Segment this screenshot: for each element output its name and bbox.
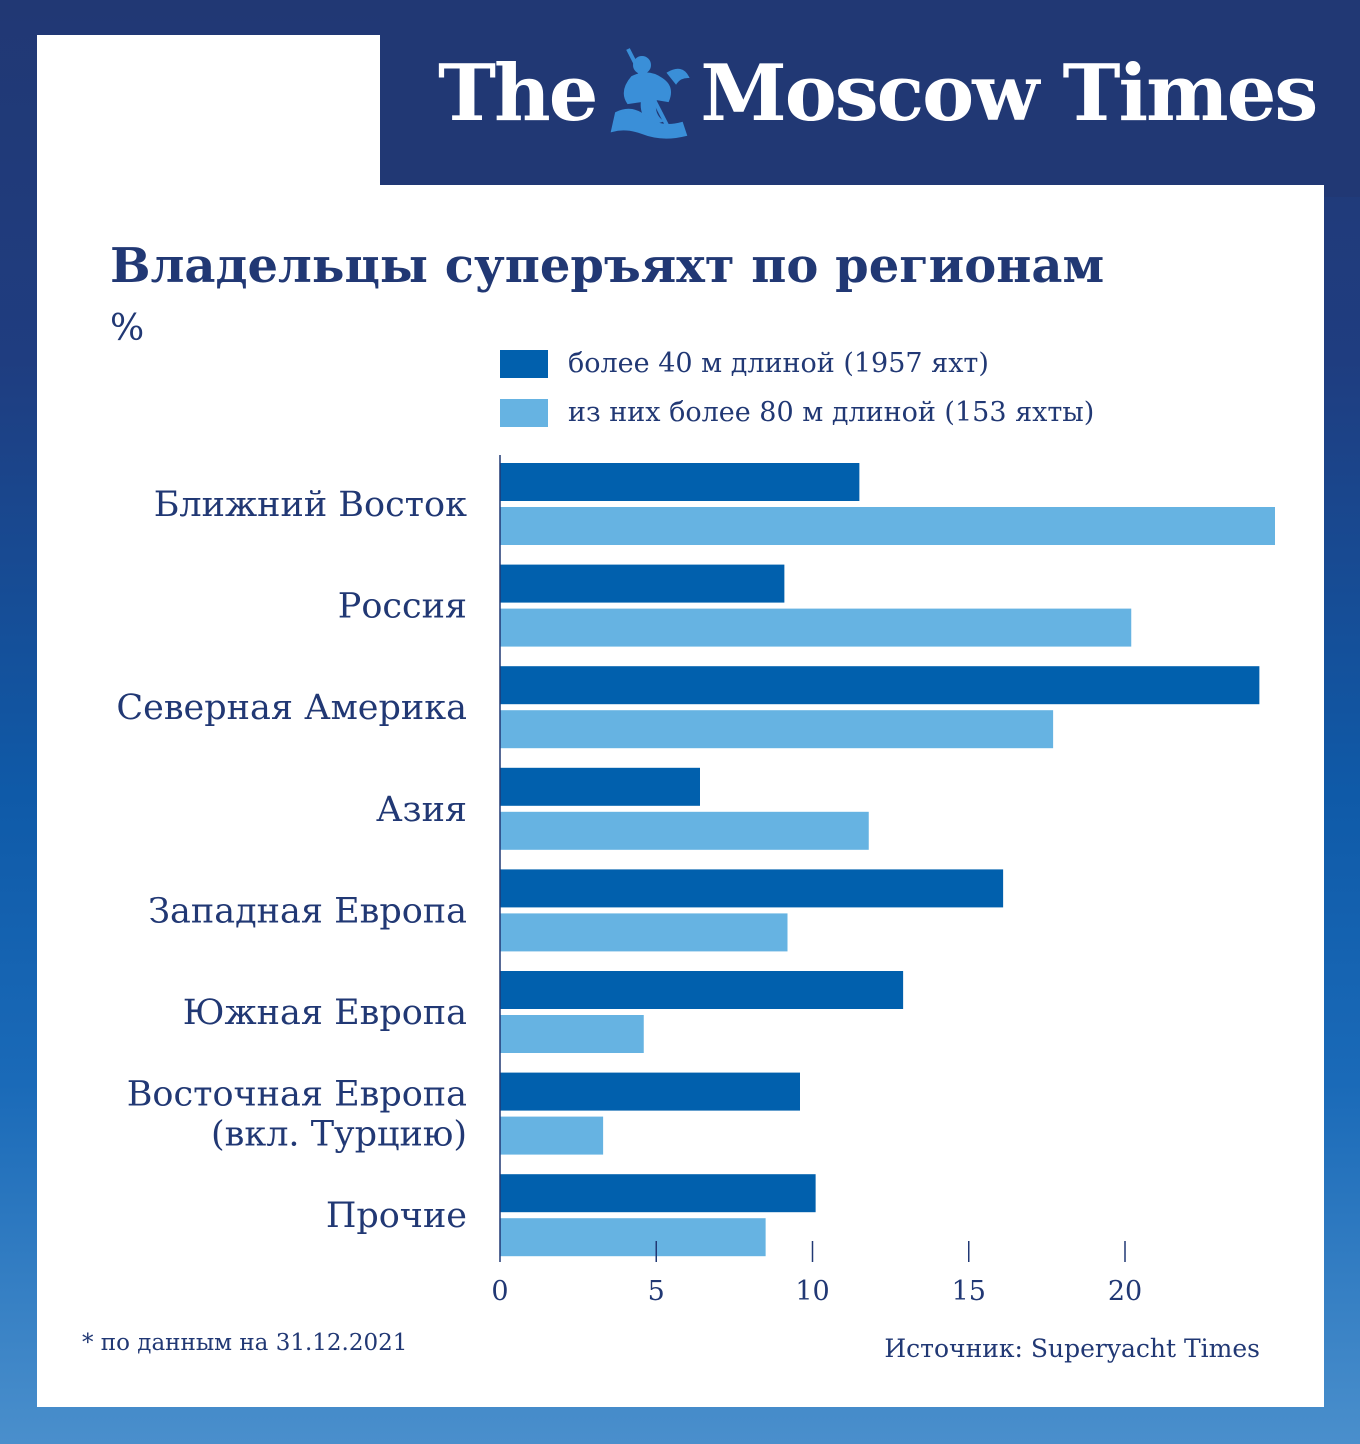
bar-over-40m bbox=[500, 1174, 816, 1213]
category-label: Прочие bbox=[326, 1196, 467, 1236]
bar-over-40m bbox=[500, 869, 1004, 908]
legend-swatch-light bbox=[500, 398, 548, 427]
category-label: Западная Европа bbox=[148, 891, 467, 931]
legend-item-over-80m: из них более 80 м длиной (153 яхты) bbox=[500, 397, 1094, 428]
bar-over-40m bbox=[500, 767, 700, 806]
st-george-emblem-icon bbox=[611, 48, 691, 139]
bar-over-40m bbox=[500, 666, 1260, 705]
legend-swatch-dark bbox=[500, 349, 548, 378]
unit-label: % bbox=[110, 308, 145, 349]
x-tick-label: 5 bbox=[648, 1276, 665, 1307]
x-tick-label: 0 bbox=[491, 1276, 508, 1307]
masthead-edge bbox=[1324, 185, 1360, 197]
logo: The Moscow Times bbox=[438, 38, 1318, 148]
bar-over-80m bbox=[500, 811, 869, 850]
x-tick-label: 15 bbox=[952, 1276, 986, 1307]
footnote: * по данным на 31.12.2021 bbox=[82, 1330, 408, 1356]
logo-word-the: The bbox=[438, 47, 598, 139]
bar-over-40m bbox=[500, 971, 904, 1009]
category-label: (вкл. Турцию) bbox=[211, 1115, 467, 1155]
category-label: Россия bbox=[338, 587, 467, 627]
bar-over-80m bbox=[500, 913, 788, 952]
bar-over-80m bbox=[500, 710, 1054, 749]
category-label: Северная Америка bbox=[116, 688, 467, 728]
category-label: Ближний Восток bbox=[154, 485, 467, 525]
bar-over-80m bbox=[500, 507, 1275, 545]
source-note: Источник: Superyacht Times bbox=[884, 1334, 1260, 1363]
bar-over-80m bbox=[500, 1015, 644, 1053]
bar-over-40m bbox=[500, 1072, 800, 1111]
bar-over-80m bbox=[500, 1218, 766, 1257]
masthead: The Moscow Times bbox=[380, 0, 1360, 185]
category-label: Восточная Европа bbox=[127, 1075, 467, 1115]
category-label: Азия bbox=[376, 790, 467, 830]
x-tick-label: 10 bbox=[795, 1276, 829, 1307]
legend-item-over-40m: более 40 м длиной (1957 яхт) bbox=[500, 348, 989, 379]
logo-word-moscow-times: Moscow Times bbox=[700, 47, 1318, 139]
x-tick-label: 20 bbox=[1108, 1276, 1142, 1307]
legend-label-over-80m: из них более 80 м длиной (153 яхты) bbox=[568, 397, 1095, 428]
bar-over-40m bbox=[500, 463, 860, 501]
bar-over-80m bbox=[500, 608, 1132, 647]
category-label: Южная Европа bbox=[183, 993, 467, 1033]
bar-over-80m bbox=[500, 1116, 604, 1155]
bar-over-40m bbox=[500, 564, 785, 603]
legend-label-over-40m: более 40 м длиной (1957 яхт) bbox=[568, 348, 989, 379]
chart-title: Владельцы суперъяхт по регионам bbox=[110, 238, 1105, 294]
